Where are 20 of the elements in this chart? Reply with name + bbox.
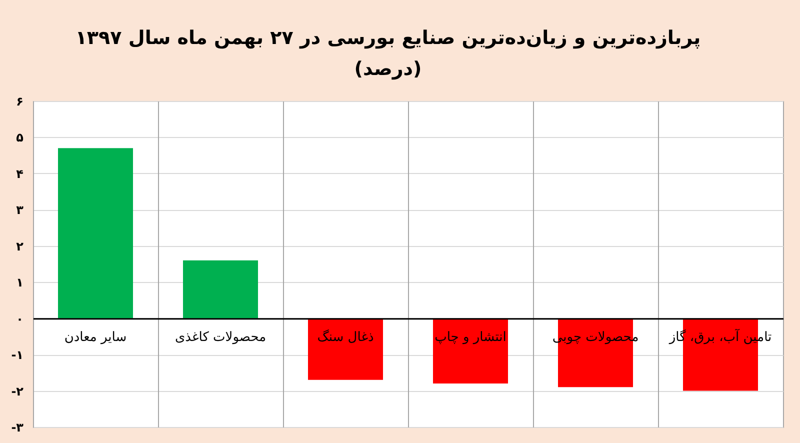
chart-subtitle: (درصد) — [354, 58, 422, 80]
bar — [58, 148, 133, 318]
y-tick-label: -۲ — [11, 384, 24, 398]
y-tick-label: ۰ — [16, 312, 24, 326]
y-tick-label: ۱ — [16, 276, 24, 290]
y-tick-label: ۳ — [16, 203, 24, 218]
x-tick-label: انتشار و چاپ — [434, 330, 506, 345]
y-tick-label: ۶ — [16, 94, 24, 108]
bar — [308, 318, 383, 380]
x-tick-label: سایر معادن — [64, 330, 127, 345]
x-tick-label: ذغال سنگ — [317, 328, 374, 345]
bar — [183, 260, 258, 318]
bar — [433, 318, 508, 384]
y-tick-label: -۱ — [11, 348, 24, 362]
y-tick-label: ۲ — [16, 239, 24, 254]
y-tick-label: ۵ — [16, 130, 24, 145]
chart-title: پربازده‌ترین و زیان‌ده‌ترین صنایع بورسی در ۲۷ بهمن ماه سال ۱۳۹۷ — [75, 27, 701, 49]
x-tick-label: محصولات کاغذی — [174, 330, 266, 345]
y-tick-label: -۳ — [11, 420, 24, 434]
y-tick-label: ۴ — [16, 166, 24, 181]
